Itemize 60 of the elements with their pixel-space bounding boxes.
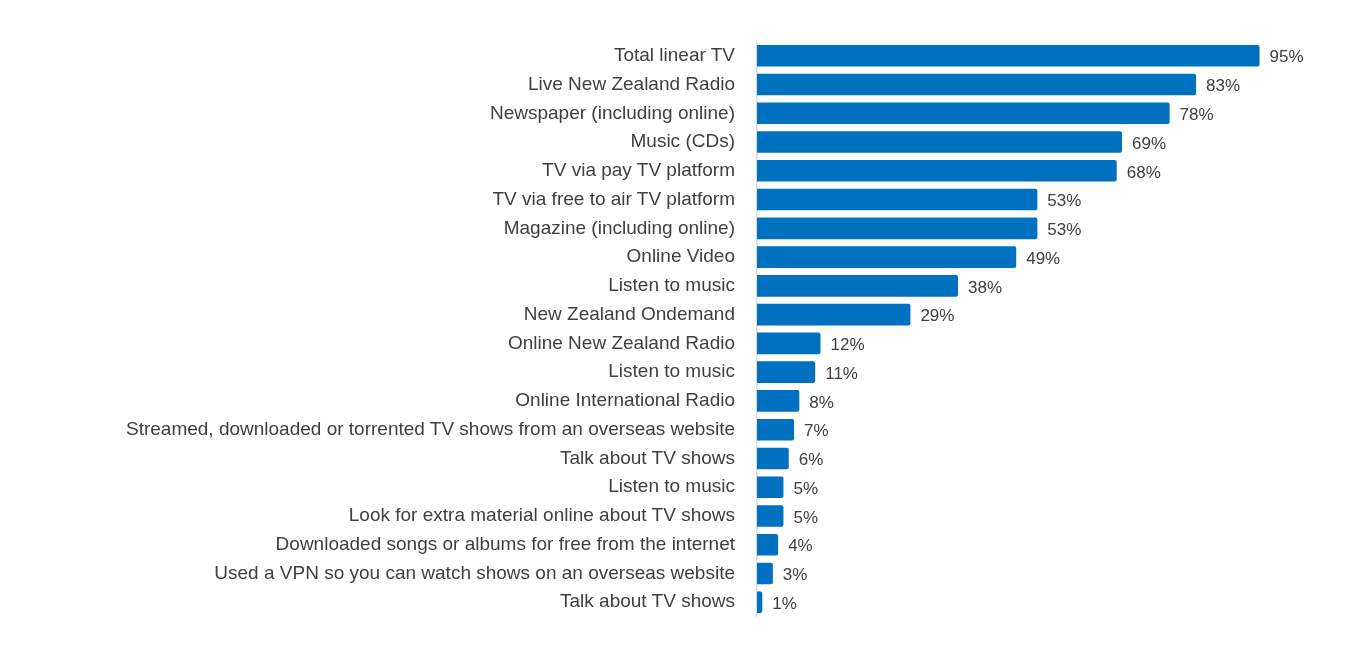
data-label: 83% [1206, 76, 1241, 96]
y-tick-label: Downloaded songs or albums for free from the internet [275, 532, 736, 554]
data-label: 3% [782, 565, 808, 585]
data-label: 5% [793, 478, 819, 498]
bar [757, 188, 1038, 211]
data-label: 6% [798, 450, 824, 470]
y-tick-label: Look for extra material online about TV shows [348, 504, 735, 526]
data-label: 78% [1179, 104, 1214, 124]
bar [757, 562, 773, 585]
bar [757, 418, 795, 441]
bar [757, 131, 1123, 153]
data-label: 69% [1132, 133, 1167, 153]
y-tick-label: Streamed, downloaded or torrented TV shows from an overseas website [125, 417, 735, 439]
bar [757, 591, 763, 614]
bar [757, 476, 784, 498]
y-tick-label: Live New Zealand Radio [527, 72, 735, 94]
data-label: 12% [830, 335, 865, 355]
data-label: 38% [968, 277, 1003, 297]
bar [757, 447, 789, 470]
data-label: 53% [1047, 220, 1082, 240]
data-label: 68% [1126, 162, 1161, 182]
data-label: 49% [1026, 248, 1061, 268]
bar [757, 332, 821, 355]
y-tick-label: Listen to music [608, 360, 735, 382]
data-label: 53% [1047, 191, 1082, 211]
bar [757, 390, 800, 412]
y-tick-label: Listen to music [608, 274, 735, 296]
data-label: 95% [1269, 47, 1304, 67]
y-tick-label: TV via pay TV platform [542, 159, 735, 181]
bar [757, 217, 1038, 240]
data-label: 7% [804, 421, 829, 441]
y-tick-label: Magazine (including online) [503, 216, 735, 238]
bar [757, 246, 1017, 268]
y-tick-label: Music (CDs) [630, 130, 735, 152]
y-tick-label: Online Video [626, 245, 735, 267]
data-label: 29% [920, 306, 955, 326]
bar [757, 361, 816, 383]
bar [757, 505, 784, 527]
bar [757, 303, 911, 326]
data-label: 8% [809, 392, 834, 412]
y-tick-label: Used a VPN so you can watch shows on an overseas website [214, 561, 735, 583]
data-label: 11% [825, 363, 858, 383]
y-tick-label: New Zealand Ondemand [523, 302, 735, 324]
bar [757, 533, 779, 556]
data-label: 1% [772, 593, 797, 613]
y-tick-label: Talk about TV shows [560, 446, 735, 468]
y-tick-label: TV via free to air TV platform [492, 187, 735, 209]
y-tick-label: Newspaper (including online) [489, 101, 735, 123]
y-tick-label: Total linear TV [613, 44, 736, 66]
y-tick-label: Listen to music [608, 475, 735, 497]
data-label: 4% [788, 536, 813, 556]
y-tick-label: Talk about TV shows [560, 590, 735, 612]
bar [757, 160, 1117, 182]
bar [757, 45, 1260, 67]
y-tick-label: Online International Radio [515, 389, 735, 411]
y-tick-label: Online New Zealand Radio [507, 331, 735, 353]
data-label: 5% [793, 507, 819, 527]
bar [757, 102, 1170, 125]
bar [757, 73, 1197, 96]
bar [757, 275, 959, 297]
